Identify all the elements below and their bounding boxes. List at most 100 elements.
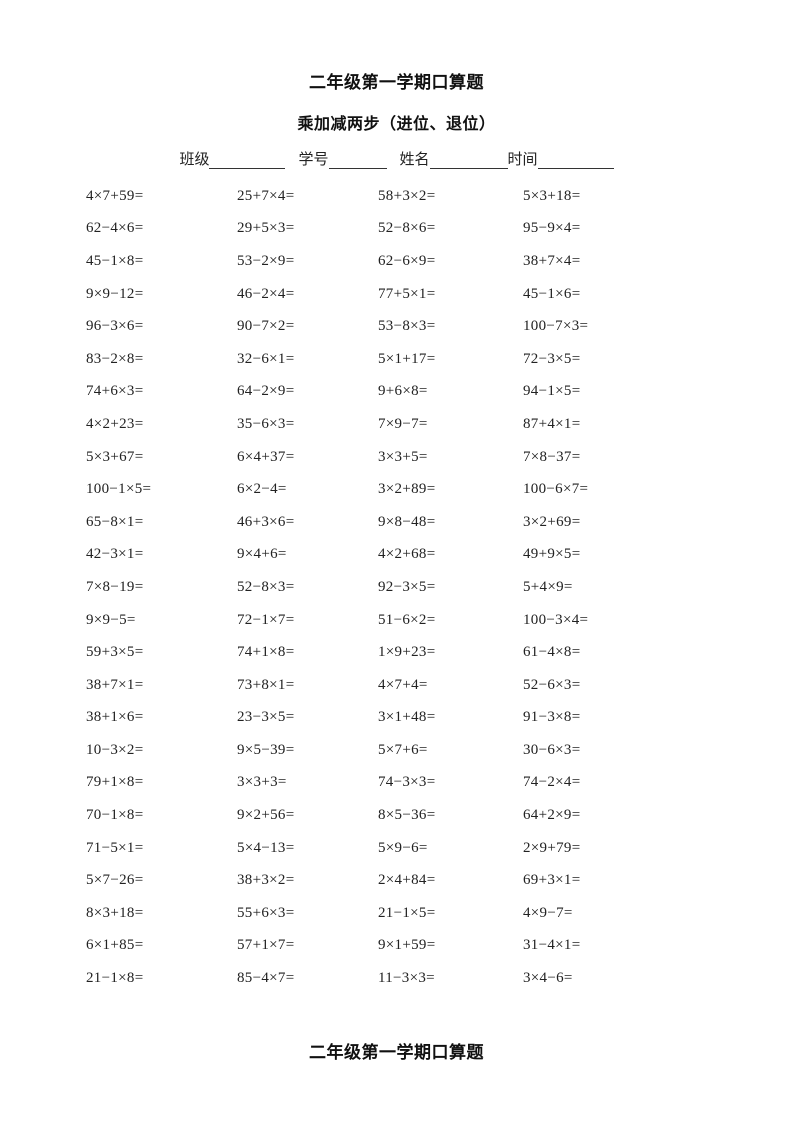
problem-cell: 61−4×8= [523,644,581,661]
problem-cell: 9×2+56= [237,807,295,824]
problem-cell: 9×9−5= [86,611,136,628]
problem-cell: 64+2×9= [523,807,581,824]
problem-cell: 46−2×4= [237,285,295,302]
field-class-label: 班级 [179,152,210,168]
problem-cell: 23−3×5= [237,709,295,726]
problem-cell: 5×4−13= [237,839,295,856]
problem-cell: 9×8−48= [378,513,436,530]
problem-cell: 2×4+84= [378,872,436,889]
problem-cell: 32−6×1= [237,350,295,367]
problem-cell: 55+6×3= [237,904,295,921]
problem-cell: 6×2−4= [237,481,287,498]
problem-cell: 92−3×5= [378,578,436,595]
problem-cell: 5×3+18= [523,187,581,204]
problem-cell: 11−3×3= [378,970,435,987]
problem-cell: 9×5−39= [237,741,295,758]
field-class: 班级 [179,148,286,169]
problem-cell: 5×7−26= [86,872,144,889]
field-name: 姓名 [400,148,508,169]
problem-cell: 100−1×5= [86,481,152,498]
problem-cell: 21−1×5= [378,904,436,921]
problem-cell: 85−4×7= [237,970,295,987]
field-time: 时间 [508,148,614,169]
field-time-blank [537,151,614,169]
problem-cell: 79+1×8= [86,774,144,791]
problem-cell: 3×2+69= [523,513,581,530]
problem-cell: 69+3×1= [523,872,581,889]
problem-grid: 4×7+59= 25+7×4= 58+3×2= 5×3+18= 62−4×6= 29+5×… [86,180,736,995]
problem-cell: 71−5×1= [86,839,144,856]
problem-cell: 5×3+67= [86,448,144,465]
field-class-blank [209,151,286,169]
problem-cell: 94−1×5= [523,383,581,400]
problem-cell: 4×9−7= [523,904,573,921]
problem-cell: 8×3+18= [86,904,144,921]
problem-cell: 53−2×9= [237,252,295,269]
problem-cell: 74+6×3= [86,383,144,400]
problem-cell: 5+4×9= [523,578,573,595]
problem-cell: 7×8−37= [523,448,581,465]
problem-cell: 7×9−7= [378,415,428,432]
problem-cell: 58+3×2= [378,187,436,204]
problem-cell: 3×4−6= [523,970,573,987]
problem-cell: 4×7+59= [86,187,144,204]
problem-cell: 3×2+89= [378,481,436,498]
problem-cell: 74−3×3= [378,774,436,791]
problem-cell: 52−8×6= [378,220,436,237]
problem-cell: 91−3×8= [523,709,581,726]
problem-cell: 87+4×1= [523,415,581,432]
problem-cell: 65−8×1= [86,513,144,530]
problem-cell: 38+1×6= [86,709,144,726]
problem-cell: 62−4×6= [86,220,144,237]
problem-cell: 3×3+5= [378,448,428,465]
problem-cell: 90−7×2= [237,318,295,335]
problem-cell: 52−6×3= [523,676,581,693]
problem-cell: 57+1×7= [237,937,295,954]
problem-cell: 5×1+17= [378,350,436,367]
problem-cell: 5×9−6= [378,839,428,856]
problem-cell: 100−7×3= [523,318,589,335]
problem-cell: 95−9×4= [523,220,581,237]
problem-cell: 9×1+59= [378,937,436,954]
problem-cell: 77+5×1= [378,285,436,302]
problem-cell: 10−3×2= [86,741,144,758]
problem-cell: 70−1×8= [86,807,144,824]
problem-cell: 31−4×1= [523,937,581,954]
problem-cell: 1×9+23= [378,644,436,661]
problem-cell: 73+8×1= [237,676,295,693]
page-title: 二年级第一学期口算题 [309,73,484,92]
problem-cell: 8×5−36= [378,807,436,824]
problem-cell: 4×2+68= [378,546,436,563]
problem-cell: 3×3+3= [237,774,287,791]
problem-cell: 9+6×8= [378,383,428,400]
problem-cell: 83−2×8= [86,350,144,367]
problem-cell: 72−1×7= [237,611,295,628]
problem-cell: 72−3×5= [523,350,581,367]
problem-cell: 9×9−12= [86,285,144,302]
next-page-title: 二年级第一学期口算题 [309,1043,484,1062]
field-time-label: 时间 [507,152,538,168]
problem-cell: 21−1×8= [86,970,144,987]
problem-cell: 25+7×4= [237,187,295,204]
problem-cell: 52−8×3= [237,578,295,595]
problem-cell: 45−1×6= [523,285,581,302]
field-student-id-label: 学号 [298,152,329,168]
problem-cell: 9×4+6= [237,546,287,563]
problem-cell: 74+1×8= [237,644,295,661]
problem-cell: 45−1×8= [86,252,144,269]
problem-cell: 6×1+85= [86,937,144,954]
problem-cell: 29+5×3= [237,220,295,237]
problem-cell: 4×7+4= [378,676,428,693]
problem-cell: 51−6×2= [378,611,436,628]
problem-cell: 35−6×3= [237,415,295,432]
field-student-id: 学号 [298,148,387,169]
problem-cell: 100−6×7= [523,481,589,498]
field-student-id-blank [328,151,387,169]
problem-cell: 3×1+48= [378,709,436,726]
field-name-label: 姓名 [399,152,430,168]
student-info-line: 班级 学号 姓名 时间 [0,148,793,169]
problem-cell: 5×7+6= [378,741,428,758]
problem-cell: 74−2×4= [523,774,581,791]
page-subtitle: 乘加减两步（进位、退位） [297,116,496,133]
problem-cell: 59+3×5= [86,644,144,661]
